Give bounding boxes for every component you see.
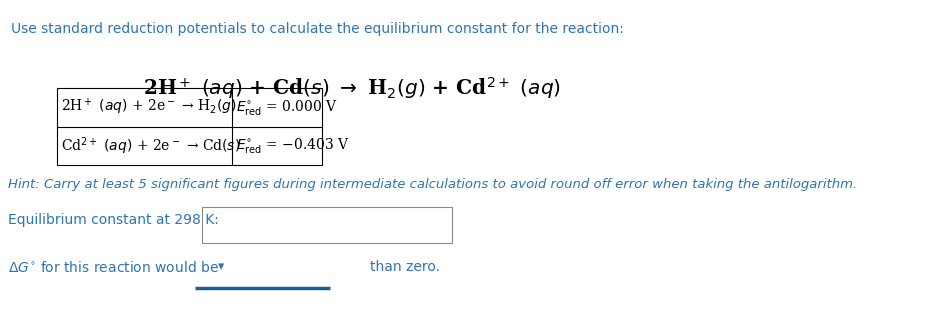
- Text: $\Delta G^{\circ}$ for this reaction would be: $\Delta G^{\circ}$ for this reaction wou…: [8, 260, 219, 275]
- Text: 2H$^+$ $(aq)$ + Cd$(s)$ $\rightarrow$ H$_2$$(g)$ + Cd$^{2+}$ $(aq)$: 2H$^+$ $(aq)$ + Cd$(s)$ $\rightarrow$ H$…: [143, 76, 561, 101]
- Text: $E^{\circ}_{\mathrm{red}}$ = 0.000 V: $E^{\circ}_{\mathrm{red}}$ = 0.000 V: [236, 98, 339, 117]
- Bar: [57, 88, 322, 165]
- Text: $E^{\circ}_{\mathrm{red}}$ = −0.403 V: $E^{\circ}_{\mathrm{red}}$ = −0.403 V: [236, 136, 350, 155]
- Text: Equilibrium constant at 298 K:: Equilibrium constant at 298 K:: [8, 213, 219, 227]
- Text: 2H$^+$ $(aq)$ + 2e$^-$ → H$_2$$(g)$: 2H$^+$ $(aq)$ + 2e$^-$ → H$_2$$(g)$: [61, 97, 237, 117]
- Text: Use standard reduction potentials to calculate the equilibrium constant for the : Use standard reduction potentials to cal…: [11, 22, 624, 36]
- Text: Cd$^{2+}$ $(aq)$ + 2e$^-$ → Cd$(s)$: Cd$^{2+}$ $(aq)$ + 2e$^-$ → Cd$(s)$: [61, 135, 241, 157]
- Text: ▾: ▾: [218, 260, 224, 273]
- Text: Hint: Carry at least 5 significant figures during intermediate calculations to a: Hint: Carry at least 5 significant figur…: [8, 178, 857, 191]
- Text: than zero.: than zero.: [370, 260, 440, 274]
- Bar: [202, 207, 452, 243]
